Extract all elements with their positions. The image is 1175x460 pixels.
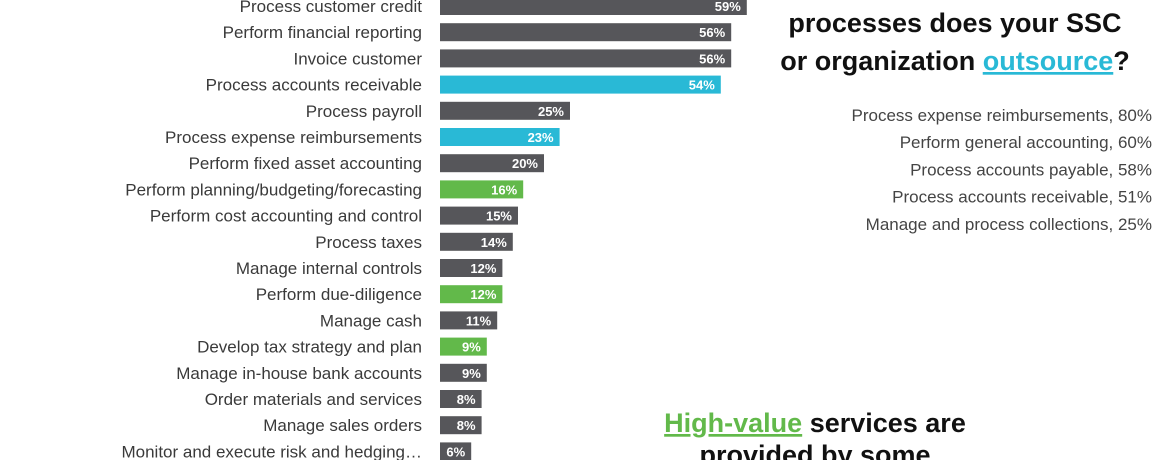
category-label: Perform financial reporting [223,23,422,42]
footer-line: provided by some [699,440,930,460]
question-text: ? [1113,46,1130,76]
bar [440,101,570,120]
bar [440,75,721,94]
bar [440,180,524,199]
bar [440,128,560,146]
bar [440,49,732,68]
value-label: 12% [470,287,496,302]
value-label: 6% [446,444,465,459]
outsourced-item: Process accounts receivable, 51% [892,188,1152,207]
category-label: Process taxes [315,233,422,252]
bar [440,0,747,15]
footer-highlight: High-value [664,408,802,438]
value-label: 8% [457,392,476,407]
value-label: 8% [457,418,476,433]
question-line: processes does your SSC [788,8,1121,38]
bar [440,232,513,251]
value-label: 12% [470,261,496,276]
bar [440,154,544,173]
value-label: 9% [462,340,481,355]
bar [440,23,732,42]
category-label: Perform cost accounting and control [150,207,422,226]
outsourced-item: Manage and process collections, 25% [866,215,1152,234]
bar [440,442,472,460]
value-label: 15% [486,209,512,224]
value-label: 59% [715,0,741,14]
question-line: or organization outsource? [780,46,1130,76]
category-label: Process customer credit [240,0,423,16]
category-label: Manage cash [320,311,422,330]
value-label: 56% [699,51,725,66]
category-label: Process expense reimbursements [165,128,422,147]
value-label: 11% [466,313,492,328]
outsourced-item: Process expense reimbursements, 80% [852,106,1152,125]
value-label: 23% [528,130,554,145]
outsourced-item: Process accounts payable, 58% [910,160,1152,179]
value-label: 56% [699,25,725,40]
category-label: Perform due-diligence [256,285,422,304]
bar [440,285,503,304]
value-label: 14% [481,235,507,250]
footer-line: High-value services are [664,408,966,438]
value-label: 16% [491,182,517,197]
value-label: 20% [512,156,538,171]
category-label: Perform fixed asset accounting [189,154,422,173]
value-label: 54% [689,78,715,93]
bar [440,206,518,225]
value-label: 25% [538,104,564,119]
bar [440,390,482,408]
category-label: Invoice customer [294,49,423,68]
category-label: Process payroll [306,102,422,121]
bar [440,311,498,330]
category-label: Monitor and execute risk and hedging… [121,442,422,460]
category-label: Order materials and services [205,390,422,409]
footer-text: services are [802,408,966,438]
bar [440,363,487,382]
bar [440,416,482,435]
bar [440,259,503,277]
category-label: Manage internal controls [236,259,422,278]
category-label: Develop tax strategy and plan [197,338,422,357]
outsourced-item: Perform general accounting, 60% [900,133,1152,152]
category-label: Manage in-house bank accounts [176,364,422,383]
bar [440,337,487,356]
category-label: Manage sales orders [263,416,422,435]
question-text: or organization [780,46,983,76]
question-highlight: outsource [983,46,1114,76]
category-label: Perform planning/budgeting/forecasting [125,180,422,199]
value-label: 9% [462,366,481,381]
category-label: Process accounts receivable [206,76,422,95]
